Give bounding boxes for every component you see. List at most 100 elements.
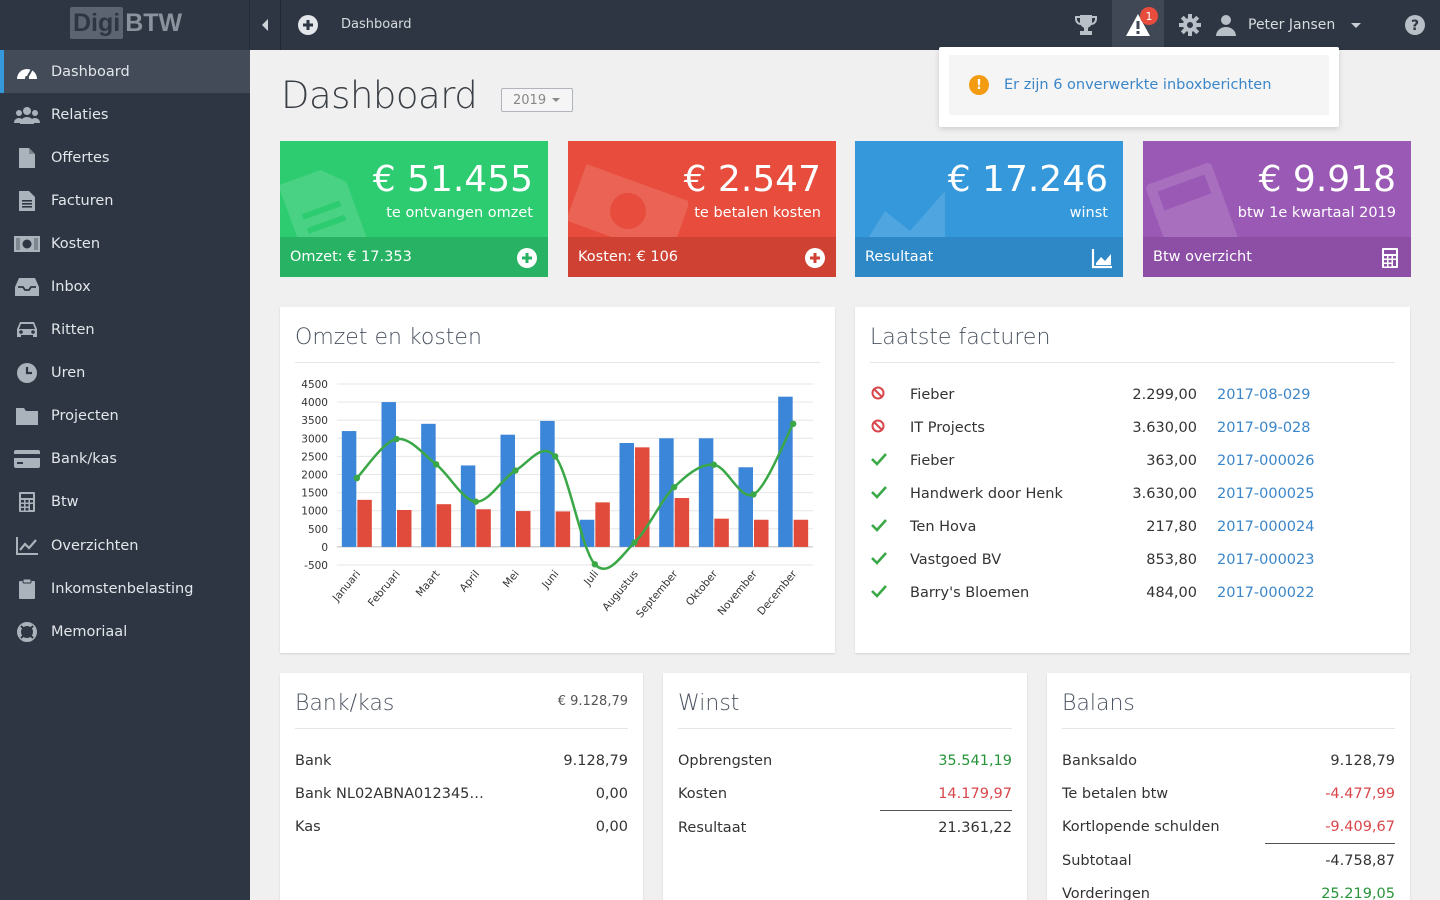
row-value: 9.128,79 — [563, 752, 628, 769]
invoice-amount: 2.299,00 — [1132, 386, 1197, 403]
notification-item[interactable]: ! Er zijn 6 onverwerkte inboxberichten — [949, 55, 1329, 115]
tile-subtitle: btw 1e kwartaal 2019 — [1237, 205, 1396, 221]
y-tick-label: 4000 — [301, 397, 328, 409]
sidebar-item-ritten[interactable]: Ritten — [0, 309, 250, 352]
breadcrumb[interactable]: Dashboard — [341, 17, 412, 32]
invoice-amount: 3.630,00 — [1132, 485, 1197, 502]
invoice-number-link[interactable]: 2017-09-028 — [1217, 419, 1311, 436]
sidebar-item-overzichten[interactable]: Overzichten — [0, 524, 250, 567]
invoice-row[interactable]: Ten Hova 217,80 2017-000024 — [870, 510, 1395, 543]
omzet-bar — [540, 420, 555, 547]
resultaat-point — [631, 539, 638, 546]
invoice-number-link[interactable]: 2017-08-029 — [1217, 386, 1311, 403]
omzet-bar — [460, 465, 476, 547]
logo[interactable]: Digi BTW — [0, 0, 250, 50]
tile-amount: € 17.246 — [947, 159, 1108, 200]
divider — [295, 362, 820, 363]
row-value: 25.219,05 — [1321, 885, 1395, 900]
invoice-row[interactable]: IT Projects 3.630,00 2017-09-028 — [870, 411, 1395, 444]
sidebar-item-relaties[interactable]: Relaties — [0, 93, 250, 136]
row-value: 0,00 — [595, 785, 628, 802]
y-tick-label: 1500 — [301, 488, 328, 500]
car-icon — [14, 320, 40, 340]
x-tick-label: Juli — [581, 568, 601, 588]
tile-footer-link[interactable]: Btw overzicht — [1143, 237, 1411, 277]
invoice-row[interactable]: Fieber 363,00 2017-000026 — [870, 444, 1395, 477]
invoice-row[interactable]: Vastgoed BV 853,80 2017-000023 — [870, 543, 1395, 576]
invoices-panel: Laatste facturen Fieber 2.299,00 2017-08-0… — [855, 307, 1410, 653]
tile-winst[interactable]: € 17.246 winst Resultaat — [855, 141, 1123, 277]
y-tick-label: 2000 — [301, 470, 328, 482]
row-label: Te betalen btw — [1062, 785, 1169, 802]
invoice-number-link[interactable]: 2017-000026 — [1217, 452, 1315, 469]
warning-icon — [1126, 14, 1150, 36]
row-label: Subtotaal — [1062, 852, 1132, 869]
invoice-row[interactable]: Fieber 2.299,00 2017-08-029 — [870, 378, 1395, 411]
kosten-bar — [516, 511, 531, 547]
sum-line — [880, 810, 1012, 811]
y-tick-label: 3000 — [301, 433, 328, 445]
help-button[interactable]: ? — [1389, 0, 1440, 50]
invoice-row[interactable]: Handwerk door Henk 3.630,00 2017-000025 — [870, 477, 1395, 510]
bank-row[interactable]: Bank 9.128,79 — [295, 744, 628, 777]
sidebar-item-inbox[interactable]: Inbox — [0, 265, 250, 308]
sidebar-item-kosten[interactable]: Kosten — [0, 222, 250, 265]
invoice-row[interactable]: Barry's Bloemen 484,00 2017-000022 — [870, 576, 1395, 609]
panel-title: Balans — [1062, 691, 1135, 716]
plus-circle-icon[interactable] — [297, 14, 319, 36]
tile-footer-link[interactable]: Kosten: € 106 — [568, 237, 836, 277]
sidebar-item-btw[interactable]: Btw — [0, 481, 250, 524]
invoice-number-link[interactable]: 2017-000023 — [1217, 551, 1315, 568]
tile-omzet[interactable]: € 51.455 te ontvangen omzet Omzet: € 17.… — [280, 141, 548, 277]
invoice-number-link[interactable]: 2017-000025 — [1217, 485, 1315, 502]
row-value: -4.758,87 — [1325, 852, 1395, 869]
year-select-value: 2019 — [513, 92, 547, 108]
sidebar-item-uren[interactable]: Uren — [0, 352, 250, 395]
x-tick-label: Maart — [414, 568, 443, 599]
resultaat-point — [551, 453, 559, 460]
resultaat-point — [472, 498, 480, 505]
sidebar-item-bank-kas[interactable]: Bank/kas — [0, 438, 250, 481]
resultaat-point — [710, 461, 718, 468]
file-icon — [14, 147, 40, 168]
user-menu[interactable]: Peter Jansen — [1216, 0, 1362, 50]
invoice-number-link[interactable]: 2017-000024 — [1217, 518, 1315, 535]
sidebar-item-projecten[interactable]: Projecten — [0, 395, 250, 438]
sidebar-item-label: Overzichten — [51, 537, 139, 554]
plus-circle-icon — [805, 248, 825, 268]
settings-button[interactable] — [1164, 0, 1216, 50]
invoice-number-link[interactable]: 2017-000022 — [1217, 584, 1315, 601]
y-tick-label: -500 — [304, 560, 328, 572]
collapse-sidebar-button[interactable] — [250, 0, 280, 50]
sidebar-item-dashboard[interactable]: Dashboard — [0, 50, 250, 94]
tile-btw[interactable]: € 9.918 btw 1e kwartaal 2019 Btw overzic… — [1143, 141, 1411, 277]
trophy-button[interactable] — [1060, 0, 1112, 50]
sidebar-item-offertes[interactable]: Offertes — [0, 136, 250, 179]
sidebar-item-memoriaal[interactable]: Memoriaal — [0, 610, 250, 653]
invoice-client: Vastgoed BV — [910, 551, 1002, 568]
sidebar-item-facturen[interactable]: Facturen — [0, 179, 250, 222]
tile-footer-link[interactable]: Resultaat — [855, 237, 1123, 277]
x-tick-label: November — [715, 568, 760, 618]
folder-icon — [14, 406, 40, 426]
tile-footer-link[interactable]: Omzet: € 17.353 — [280, 237, 548, 277]
check-icon — [871, 518, 887, 536]
invoice-client: Handwerk door Henk — [910, 485, 1063, 502]
panel-title: Laatste facturen — [870, 325, 1051, 350]
bank-row[interactable]: Bank NL02ABNA012345… 0,00 — [295, 777, 628, 810]
tile-amount: € 2.547 — [683, 159, 821, 200]
kosten-bar — [436, 504, 452, 547]
top-bar: Digi BTW Dashboard 1 Peter Jansen ? — [0, 0, 1440, 50]
caret-left-icon — [262, 19, 268, 31]
alerts-button[interactable]: 1 — [1112, 0, 1164, 50]
year-select[interactable]: 2019 — [501, 88, 573, 112]
exclamation-circle-icon: ! — [969, 75, 989, 95]
sidebar: Dashboard Relaties Offertes Facturen Kos… — [0, 50, 250, 900]
chart-panel: Omzet en kosten 4500 4000 3500 3000 2500 2000… — [280, 307, 835, 653]
omzet-bar — [659, 438, 674, 547]
sidebar-item-inkomstenbelasting[interactable]: Inkomstenbelasting — [0, 567, 250, 610]
tile-kosten[interactable]: € 2.547 te betalen kosten Kosten: € 106 — [568, 141, 836, 277]
row-label: Vorderingen — [1062, 885, 1150, 900]
kosten-bar — [555, 511, 571, 547]
bank-row[interactable]: Kas 0,00 — [295, 810, 628, 843]
